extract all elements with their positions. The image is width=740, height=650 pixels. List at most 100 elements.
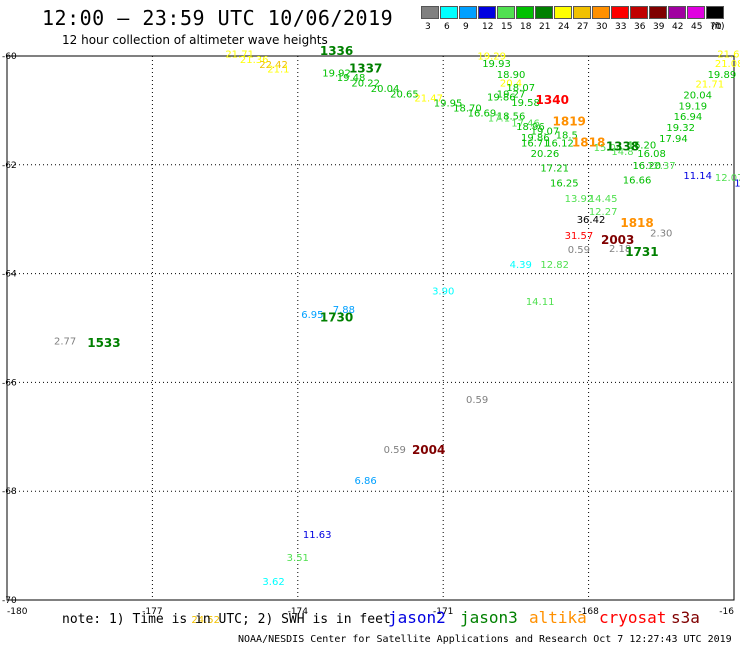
wave-height-value: 31.57 (565, 231, 594, 242)
legend-label: 36 (634, 22, 646, 32)
wave-height-value: 2.77 (54, 336, 76, 347)
pass-time-label: 2004 (412, 443, 445, 457)
legend-label: 12 (482, 22, 494, 32)
lon-tick-label: -16 (719, 607, 734, 617)
wave-height-value: 17.46 (511, 119, 540, 130)
legend-label: 27 (577, 22, 589, 32)
legend-swatch (687, 6, 705, 19)
wave-height-value: 16.66 (623, 175, 652, 186)
legend-swatch (516, 6, 534, 19)
wave-height-value: 13.92 (565, 194, 594, 205)
legend-swatch (440, 6, 458, 19)
wave-height-value: 20.26 (531, 149, 560, 160)
wave-height-value: 14.45 (589, 194, 618, 205)
legend-swatch (592, 6, 610, 19)
map-subtitle: 12 hour collection of altimeter wave hei… (62, 33, 328, 47)
legend-label: 18 (520, 22, 532, 32)
wave-height-value: 16.71 (521, 138, 550, 149)
legend-swatch (459, 6, 477, 19)
pass-time-label: 1818 (572, 135, 605, 149)
wave-height-value: 18.90 (497, 70, 526, 81)
wave-height-value: 19.86 (487, 93, 516, 104)
wave-height-value: 0.59 (466, 395, 488, 406)
wave-height-value: 21.36 (240, 55, 269, 66)
wave-height-value: 18.5 (556, 131, 578, 142)
wave-height-value: 15.04 (594, 143, 623, 154)
wave-height-value: 21.61 (717, 50, 740, 61)
legend-label: 9 (463, 22, 469, 32)
legend-label: 3 (425, 22, 431, 32)
lon-tick-label: -177 (142, 607, 162, 617)
legend-label: 15 (501, 22, 513, 32)
wave-height-value: 21.71 (225, 50, 254, 61)
legend-unit: (ft) (711, 22, 725, 32)
wave-height-value: 6.86 (355, 476, 377, 487)
legend-swatch (497, 6, 515, 19)
lat-tick-label: -64 (2, 270, 17, 280)
wave-height-value: 2.30 (650, 229, 672, 240)
wave-height-value: 21.47 (414, 94, 443, 105)
satellite-cryosat: cryosat (599, 608, 667, 627)
wave-height-value: 3.62 (262, 577, 284, 588)
pass-time-label: 2003 (601, 233, 634, 247)
pass-time-label: 1731 (625, 245, 658, 259)
wave-height-value: 19.07 (531, 126, 560, 137)
wave-height-value: 16.20 (632, 161, 661, 172)
wave-height-value: 16.20 (628, 140, 657, 151)
legend-label: 21 (539, 22, 551, 32)
lat-tick-label: -70 (2, 596, 17, 606)
wave-height-value: 20.65 (390, 89, 419, 100)
wave-height-value: 17.21 (540, 163, 569, 174)
pass-time-label: 1340 (536, 93, 569, 107)
wave-height-value: 19.32 (666, 123, 695, 134)
wave-height-value: 20.22 (351, 78, 380, 89)
legend-swatch (611, 6, 629, 19)
wave-height-value: 3.51 (287, 553, 309, 564)
pass-time-label: 1730 (320, 310, 353, 324)
legend-swatch (706, 6, 724, 19)
wave-height-value: 14.8 (611, 147, 633, 158)
wave-height-value: 19.19 (678, 101, 707, 112)
wave-height-value: 19.48 (337, 73, 366, 84)
wave-height-value: 0.59 (568, 245, 590, 256)
wave-height-value: 20.4 (500, 78, 522, 89)
map-frame (6, 55, 735, 601)
wave-height-value: 4.39 (510, 260, 532, 271)
legend-label: 39 (653, 22, 665, 32)
legend-swatch (630, 6, 648, 19)
pass-time-label: 1336 (320, 44, 353, 58)
legend-swatch (554, 6, 572, 19)
wave-height-value: 19.92 (322, 69, 351, 80)
wave-height-value: 19.86 (521, 133, 550, 144)
pass-time-label: 1338 (606, 140, 639, 154)
wave-height-value: 0.59 (384, 445, 406, 456)
pass-time-label: 1337 (349, 61, 382, 75)
legend-label: 33 (615, 22, 627, 32)
legend-swatch (421, 6, 439, 19)
lon-tick-label: -174 (288, 607, 309, 617)
wave-height-value: 10.94 (734, 179, 740, 190)
satellite-altika: altika (529, 608, 587, 627)
lat-tick-label: -68 (2, 487, 17, 497)
axis-ticks: -180 -177 -174 -171 -168 -16 -60 -62 -64 -66 -68 -7… (2, 52, 734, 617)
legend-swatch (573, 6, 591, 19)
wave-height-value: 20.04 (683, 90, 712, 101)
wave-height-value: 19.89 (708, 70, 737, 81)
lon-tick-label: -168 (578, 607, 599, 617)
wave-height-value: 21.08 (715, 59, 740, 70)
wave-height-value: 20.04 (371, 84, 400, 95)
wave-height-value: 36.42 (577, 215, 606, 226)
wave-height-value: 12.07 (715, 173, 740, 184)
legend-swatch (649, 6, 667, 19)
wave-height-value: 12.82 (540, 260, 569, 271)
wave-height-value: 16.12 (545, 138, 574, 149)
wave-height-value: 21.1 (267, 64, 289, 75)
wave-height-value: 18.96 (516, 122, 545, 133)
wave-height-value: 16.94 (674, 112, 703, 123)
wave-height-value: 12.27 (589, 207, 618, 218)
wave-height-value: 12.37 (647, 161, 676, 172)
lat-tick-label: -60 (2, 52, 17, 62)
wave-height-value: 19.27 (497, 89, 526, 100)
